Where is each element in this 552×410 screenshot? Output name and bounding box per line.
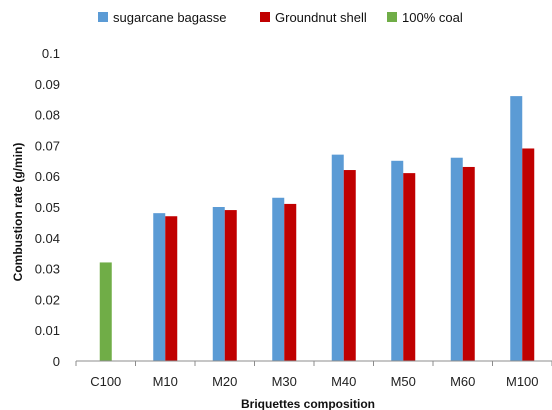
bar-m10-sugarcane-bagasse: [153, 213, 166, 361]
legend-label: sugarcane bagasse: [113, 10, 226, 25]
bar-m10-groundnut-shell: [165, 216, 178, 361]
bar-m60-groundnut-shell: [462, 166, 475, 361]
bar-m50-sugarcane-bagasse: [391, 160, 404, 361]
bar-m60-sugarcane-bagasse: [450, 157, 463, 361]
bars: [99, 96, 535, 362]
x-tick-label: M60: [450, 374, 475, 389]
bar-m50-groundnut-shell: [403, 173, 416, 361]
x-tick-label: M10: [153, 374, 178, 389]
legend: sugarcane bagasse Groundnut shell 100% coa…: [98, 10, 463, 25]
x-tick-label: M40: [331, 374, 356, 389]
y-tick-label: 0.1: [42, 46, 60, 61]
bar-c100-100-coal: [99, 262, 112, 361]
y-tick-label: 0.06: [35, 169, 60, 184]
bar-m20-sugarcane-bagasse: [212, 207, 225, 361]
legend-swatch: [387, 12, 397, 22]
y-tick-label: 0: [53, 354, 60, 369]
y-axis-title: Combustion rate (g/min): [11, 143, 25, 282]
bar-m20-groundnut-shell: [224, 210, 237, 361]
x-tick-label: M50: [391, 374, 416, 389]
bar-m30-groundnut-shell: [284, 203, 297, 361]
bar-m100-sugarcane-bagasse: [510, 96, 523, 362]
x-axis-title: Briquettes composition: [241, 397, 375, 410]
y-axis-ticks: 0 0.01 0.02 0.03 0.04 0.05 0.06 0.07 0.08 0.09 0.1: [35, 46, 60, 369]
y-tick-label: 0.03: [35, 262, 60, 277]
y-tick-label: 0.07: [35, 138, 60, 153]
bar-m40-groundnut-shell: [343, 170, 356, 361]
bar-m40-sugarcane-bagasse: [331, 154, 344, 361]
y-tick-label: 0.08: [35, 108, 60, 123]
x-tick-label: M100: [506, 374, 539, 389]
bar-m30-sugarcane-bagasse: [272, 197, 285, 361]
legend-label: 100% coal: [402, 10, 463, 25]
x-tick-label: C100: [90, 374, 121, 389]
bar-m100-groundnut-shell: [522, 148, 535, 361]
y-tick-label: 0.02: [35, 292, 60, 307]
legend-label: Groundnut shell: [275, 10, 367, 25]
legend-swatch: [98, 12, 108, 22]
x-tick-label: M20: [212, 374, 237, 389]
legend-swatch: [260, 12, 270, 22]
y-tick-label: 0.01: [35, 323, 60, 338]
y-tick-label: 0.09: [35, 77, 60, 92]
y-tick-label: 0.05: [35, 200, 60, 215]
x-axis-ticks: C100 M10 M20 M30 M40 M50 M60 M100: [75, 361, 552, 389]
x-tick-label: M30: [272, 374, 297, 389]
y-tick-label: 0.04: [35, 231, 60, 246]
